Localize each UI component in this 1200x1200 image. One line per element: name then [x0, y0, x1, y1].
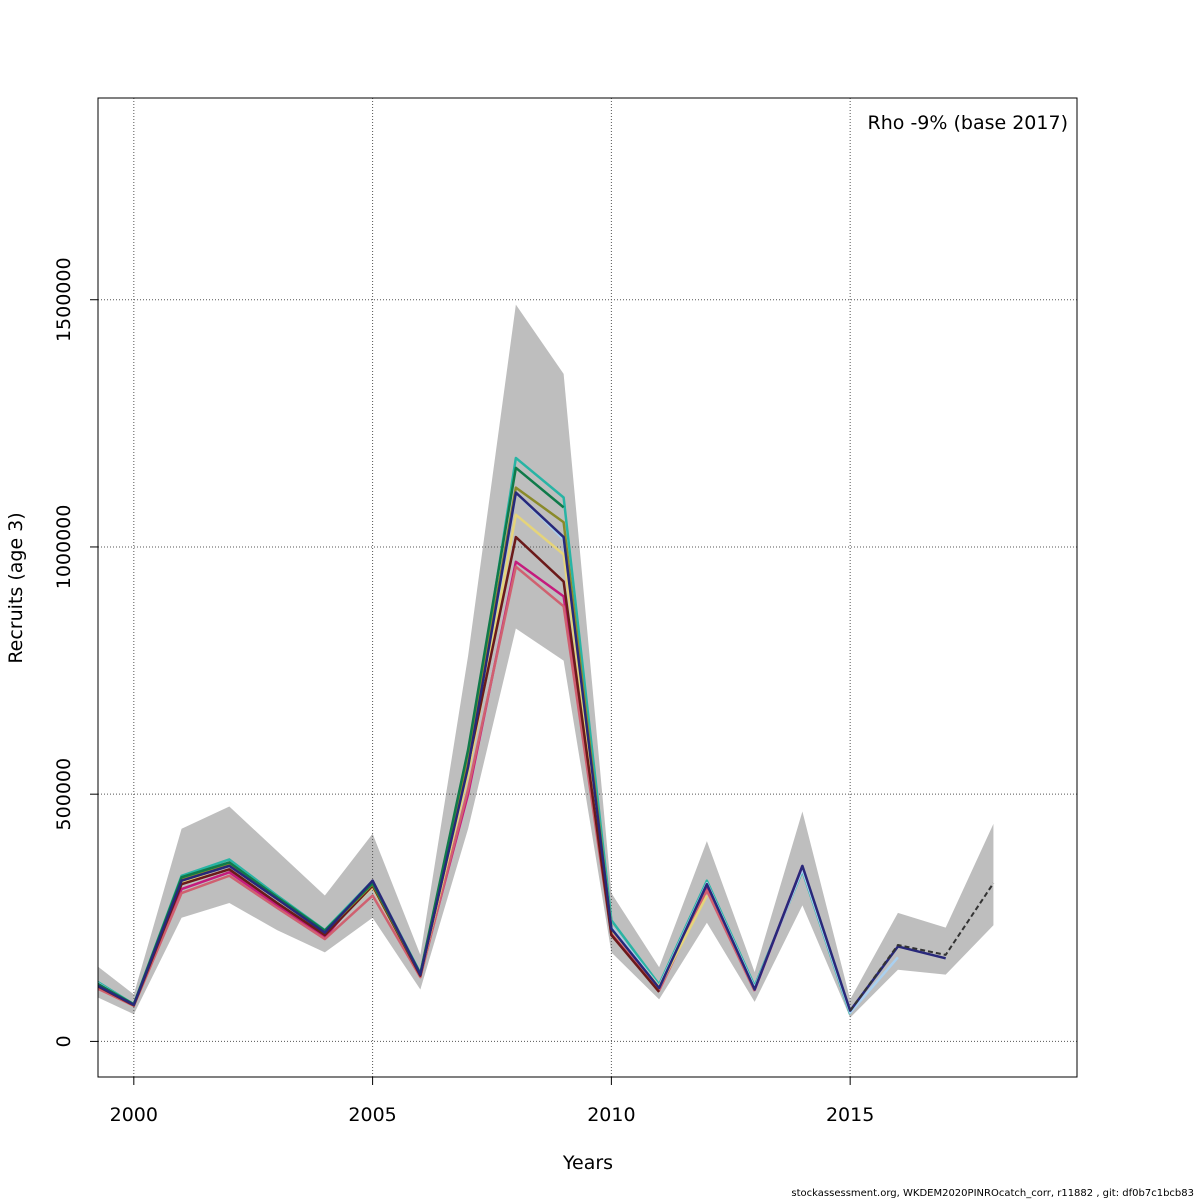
- y-tick-label: 500000: [53, 758, 75, 831]
- footer-credit: stockassessment.org, WKDEM2020PINROcatch…: [791, 1188, 1194, 1199]
- series-line-4: [98, 565, 756, 1008]
- series-line-9: [98, 491, 946, 1012]
- confidence-band: [98, 304, 994, 1018]
- y-axis-label: Recruits (age 3): [5, 512, 27, 663]
- y-tick-label: 0: [53, 1035, 75, 1047]
- axis-ticks-layer: 2000 2005 2010 2015 0 500000 1000000 1500000: [53, 257, 874, 1126]
- series-layer: [98, 456, 995, 1015]
- y-tick-label: 1500000: [53, 257, 75, 342]
- x-tick-label: 2010: [587, 1104, 635, 1126]
- x-tick-label: 2005: [348, 1104, 396, 1126]
- y-tick-label: 1000000: [53, 505, 75, 590]
- confidence-band-layer: [98, 304, 994, 1018]
- plot-frame: [97, 97, 1078, 1078]
- x-tick-label: 2000: [110, 1104, 158, 1126]
- grid-layer: [98, 98, 1077, 1077]
- x-axis-label: Years: [562, 1152, 613, 1174]
- x-tick-label: 2015: [826, 1104, 874, 1126]
- series-line-dashed: [849, 882, 995, 1012]
- chart-annotation: Rho -9% (base 2017): [868, 112, 1068, 134]
